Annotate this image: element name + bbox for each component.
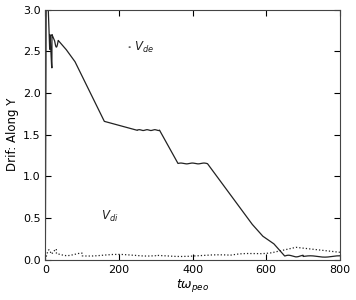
Y-axis label: Drif: Along Y: Drif: Along Y [6,98,19,171]
Text: $V_{di}$: $V_{di}$ [100,209,118,224]
Text: $V_{de}$: $V_{de}$ [134,40,154,55]
X-axis label: $t\omega_{peo}$: $t\omega_{peo}$ [176,278,209,294]
